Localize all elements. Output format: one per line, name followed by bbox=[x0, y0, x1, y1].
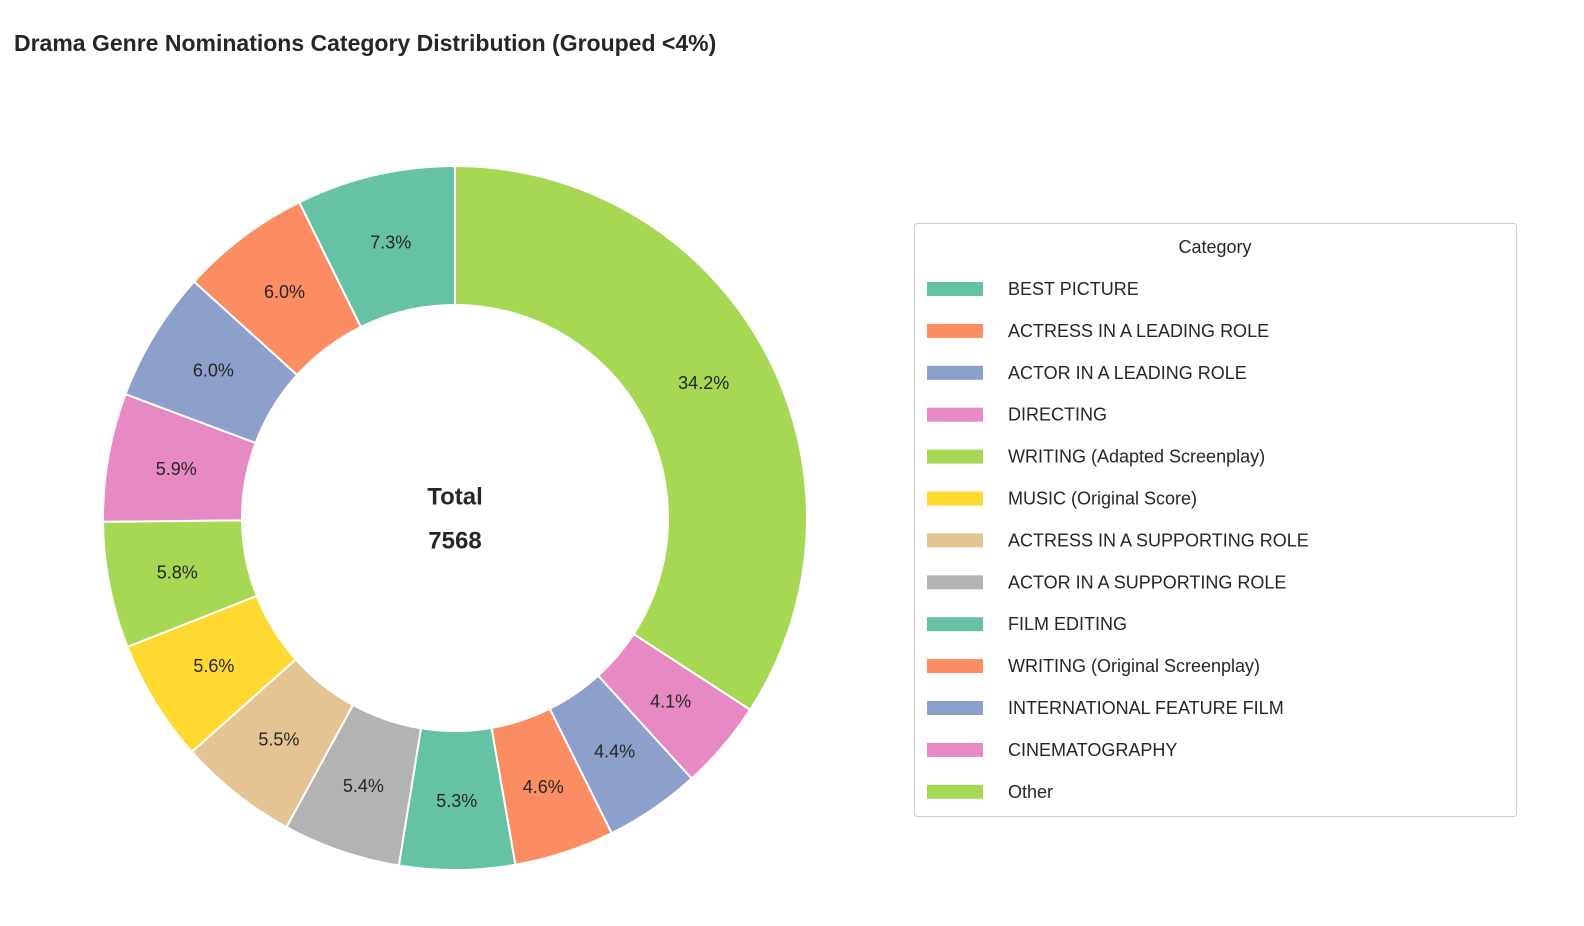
legend-swatch-8 bbox=[927, 617, 983, 632]
legend-label-7: ACTOR IN A SUPPORTING ROLE bbox=[1008, 572, 1286, 592]
slice-label-12: 34.2% bbox=[678, 373, 729, 393]
slice-label-4: 5.8% bbox=[157, 562, 198, 582]
legend-label-11: CINEMATOGRAPHY bbox=[1008, 740, 1177, 760]
slice-label-10: 4.4% bbox=[594, 742, 635, 762]
legend-label-12: Other bbox=[1008, 782, 1053, 802]
legend-swatch-12 bbox=[927, 784, 983, 799]
legend-swatch-3 bbox=[927, 407, 983, 422]
legend-label-8: FILM EDITING bbox=[1008, 614, 1127, 634]
legend-box bbox=[914, 223, 1517, 817]
slice-label-2: 6.0% bbox=[193, 361, 234, 381]
legend-swatch-11 bbox=[927, 742, 983, 757]
slice-label-0: 7.3% bbox=[370, 232, 411, 252]
center-label-total: 7568 bbox=[428, 528, 481, 555]
legend-label-4: WRITING (Adapted Screenplay) bbox=[1008, 447, 1265, 467]
legend-swatch-6 bbox=[927, 533, 983, 548]
legend-swatch-5 bbox=[927, 491, 983, 506]
legend-swatch-9 bbox=[927, 659, 983, 674]
legend-label-0: BEST PICTURE bbox=[1008, 279, 1139, 299]
legend-swatch-10 bbox=[927, 701, 983, 715]
legend-label-1: ACTRESS IN A LEADING ROLE bbox=[1008, 321, 1269, 341]
slice-label-11: 4.1% bbox=[650, 691, 691, 711]
legend-swatch-7 bbox=[927, 575, 983, 590]
legend-swatch-4 bbox=[927, 449, 983, 464]
legend-label-5: MUSIC (Original Score) bbox=[1008, 489, 1197, 509]
slice-label-9: 4.6% bbox=[523, 777, 564, 797]
slice-label-5: 5.6% bbox=[193, 656, 234, 676]
legend-label-10: INTERNATIONAL FEATURE FILM bbox=[1008, 698, 1284, 718]
legend-label-3: DIRECTING bbox=[1008, 405, 1107, 425]
legend-swatch-1 bbox=[927, 323, 983, 338]
legend-swatch-2 bbox=[927, 365, 983, 380]
legend-title: Category bbox=[1178, 237, 1251, 257]
legend-label-6: ACTRESS IN A SUPPORTING ROLE bbox=[1008, 530, 1309, 550]
slice-12 bbox=[454, 164, 808, 712]
slice-label-6: 5.5% bbox=[258, 730, 299, 750]
slice-label-7: 5.4% bbox=[343, 776, 384, 796]
legend-label-9: WRITING (Original Screenplay) bbox=[1008, 656, 1260, 676]
slice-label-8: 5.3% bbox=[436, 791, 477, 811]
legend-swatch-0 bbox=[927, 282, 983, 296]
legend-label-2: ACTOR IN A LEADING ROLE bbox=[1008, 363, 1247, 383]
center-label-title: Total bbox=[427, 484, 483, 511]
slice-label-1: 6.0% bbox=[264, 282, 305, 302]
slice-label-3: 5.9% bbox=[156, 459, 197, 479]
chart-title: Drama Genre Nominations Category Distrib… bbox=[14, 30, 717, 56]
